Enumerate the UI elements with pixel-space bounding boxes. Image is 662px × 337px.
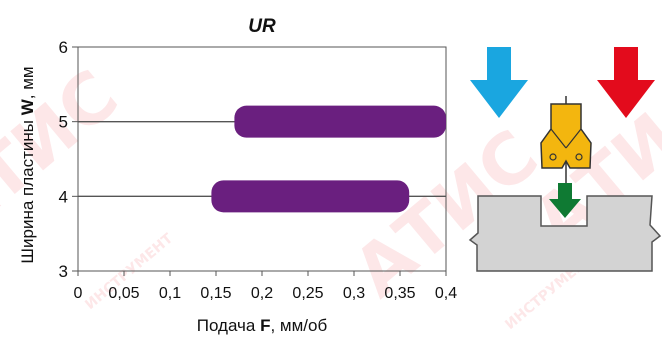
range-bar xyxy=(234,105,446,138)
workpiece xyxy=(468,195,662,272)
x-tick-label: 0,35 xyxy=(384,285,415,302)
insert-edge-left xyxy=(550,128,567,149)
x-tick-label: 0 xyxy=(74,285,83,302)
insert-hole-left xyxy=(549,153,557,161)
x-axis-label-symbol: F xyxy=(260,316,270,335)
x-tick-label: 0,05 xyxy=(108,285,139,302)
x-axis-label: Подача F, мм/об xyxy=(197,316,328,335)
insert-icon xyxy=(540,103,592,169)
x-axis-label-text: Подача xyxy=(197,316,260,335)
x-tick-label: 0,1 xyxy=(159,285,181,302)
y-axis-label: Ширина пластины W, мм xyxy=(18,66,37,263)
y-tick-label: 3 xyxy=(59,262,68,281)
x-tick-label: 0,15 xyxy=(200,285,231,302)
y-axis-label-symbol: W xyxy=(18,98,37,115)
x-tick-label: 0,2 xyxy=(251,285,273,302)
chart-title: UR xyxy=(248,16,276,37)
y-axis-label-unit: , мм xyxy=(18,66,37,99)
insert-hole-right xyxy=(575,153,583,161)
red-arrow-icon xyxy=(597,47,655,118)
cutting-illustration xyxy=(468,47,662,272)
y-tick-label: 5 xyxy=(59,113,68,132)
x-tick-label: 0,25 xyxy=(292,285,323,302)
y-axis: 3 4 5 6 xyxy=(59,38,78,281)
x-axis: 0 0,05 0,1 0,15 0,2 0,25 0,3 0,35 0,4 xyxy=(74,271,457,302)
x-tick-label: 0,3 xyxy=(343,285,365,302)
range-bar xyxy=(211,180,410,213)
y-axis-label-text: Ширина пластины xyxy=(18,115,37,263)
x-axis-label-unit: , мм/об xyxy=(270,316,327,335)
x-tick-label: 0,4 xyxy=(435,285,457,302)
y-tick-label: 6 xyxy=(59,38,68,57)
blue-arrow-icon xyxy=(470,47,528,118)
insert-edge-right xyxy=(565,128,582,149)
y-tick-label: 4 xyxy=(59,187,68,206)
bars xyxy=(211,105,446,213)
green-arrow-icon xyxy=(549,183,581,218)
